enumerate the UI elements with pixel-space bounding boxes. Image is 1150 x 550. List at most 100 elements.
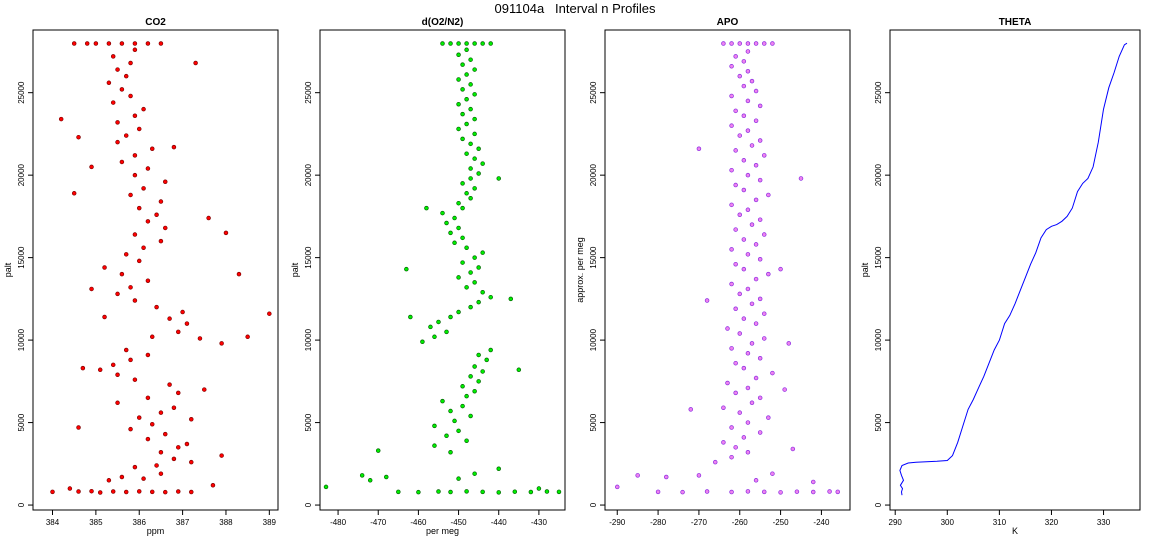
data-point bbox=[424, 205, 429, 211]
data-point bbox=[145, 395, 151, 401]
data-point bbox=[733, 108, 738, 114]
data-point bbox=[158, 199, 164, 204]
data-point bbox=[745, 252, 751, 257]
data-point bbox=[171, 456, 177, 462]
data-point bbox=[472, 67, 477, 72]
data-point bbox=[737, 41, 742, 46]
data-point bbox=[464, 191, 469, 196]
data-point bbox=[460, 403, 465, 409]
data-point bbox=[745, 351, 751, 356]
x-tick-label: 384 bbox=[46, 518, 60, 527]
data-point bbox=[737, 291, 742, 297]
data-point bbox=[472, 156, 477, 161]
data-point bbox=[452, 240, 457, 246]
data-point bbox=[741, 59, 747, 64]
data-point bbox=[448, 408, 453, 414]
data-point bbox=[136, 415, 142, 420]
data-point bbox=[210, 483, 216, 488]
data-point bbox=[119, 41, 125, 46]
data-point bbox=[737, 212, 742, 217]
data-point bbox=[149, 334, 155, 340]
data-point bbox=[76, 134, 81, 140]
data-point bbox=[468, 106, 473, 112]
data-point bbox=[460, 235, 465, 241]
data-point bbox=[528, 489, 534, 495]
data-point bbox=[323, 484, 329, 490]
data-point bbox=[189, 459, 194, 465]
data-point bbox=[464, 438, 469, 443]
data-point bbox=[158, 471, 164, 476]
data-point bbox=[106, 478, 112, 483]
data-point bbox=[761, 336, 767, 341]
y-tick-label: 5000 bbox=[874, 413, 883, 431]
data-point bbox=[753, 197, 759, 203]
y-tick-label: 20000 bbox=[589, 163, 598, 186]
plot-frame bbox=[889, 29, 1141, 511]
data-point bbox=[123, 347, 129, 353]
data-point bbox=[436, 489, 441, 494]
data-point bbox=[132, 113, 138, 119]
data-point bbox=[472, 364, 477, 369]
data-point bbox=[456, 77, 461, 82]
data-point bbox=[84, 41, 90, 46]
data-point bbox=[696, 146, 702, 152]
data-point bbox=[145, 278, 151, 283]
data-point bbox=[737, 331, 742, 336]
data-point bbox=[749, 400, 755, 406]
data-point bbox=[154, 463, 159, 468]
data-point bbox=[741, 113, 747, 119]
data-point bbox=[110, 362, 116, 368]
y-tick-label: 25000 bbox=[17, 81, 26, 104]
data-point bbox=[145, 219, 151, 224]
data-point bbox=[154, 304, 159, 310]
data-point bbox=[472, 41, 477, 46]
data-point bbox=[496, 466, 501, 472]
data-point bbox=[472, 280, 477, 285]
y-axis-label: palt bbox=[290, 262, 300, 277]
data-point bbox=[128, 426, 133, 432]
data-point bbox=[745, 41, 751, 46]
data-point bbox=[761, 41, 767, 46]
data-point bbox=[733, 54, 738, 59]
data-point bbox=[123, 252, 129, 257]
data-point bbox=[460, 384, 465, 389]
data-point bbox=[688, 407, 693, 412]
plot-frame bbox=[319, 29, 566, 511]
data-point bbox=[745, 385, 751, 391]
data-point bbox=[123, 73, 129, 79]
data-point bbox=[136, 258, 142, 264]
data-point bbox=[496, 176, 501, 181]
data-point bbox=[741, 187, 747, 193]
data-point bbox=[556, 489, 562, 495]
data-point bbox=[456, 200, 461, 206]
data-point bbox=[171, 144, 177, 150]
data-point bbox=[729, 489, 734, 495]
data-point bbox=[729, 425, 734, 430]
data-point bbox=[766, 271, 771, 277]
chart-panel-3: APO -290 -280 -270 -260 -250 -240 0 5000 10000 150… bbox=[575, 17, 851, 527]
data-point bbox=[741, 266, 747, 272]
data-point bbox=[745, 49, 751, 54]
data-point bbox=[737, 73, 742, 79]
data-point bbox=[741, 83, 747, 89]
data-point bbox=[798, 176, 804, 181]
data-point bbox=[128, 285, 133, 290]
data-point bbox=[753, 375, 759, 381]
data-point bbox=[757, 296, 763, 302]
data-point bbox=[782, 387, 787, 392]
data-point bbox=[432, 423, 437, 429]
data-point bbox=[729, 202, 734, 208]
data-point bbox=[721, 405, 726, 410]
data-point bbox=[167, 382, 172, 387]
data-point bbox=[761, 489, 767, 495]
data-point bbox=[725, 380, 730, 386]
data-point bbox=[778, 266, 783, 272]
data-point bbox=[115, 67, 120, 72]
y-tick-label: 10000 bbox=[304, 328, 313, 351]
x-tick-label: -480 bbox=[330, 518, 347, 527]
data-point bbox=[448, 230, 453, 236]
data-point bbox=[480, 369, 485, 374]
data-point bbox=[468, 374, 473, 379]
data-point bbox=[761, 232, 767, 237]
data-point bbox=[206, 215, 211, 221]
